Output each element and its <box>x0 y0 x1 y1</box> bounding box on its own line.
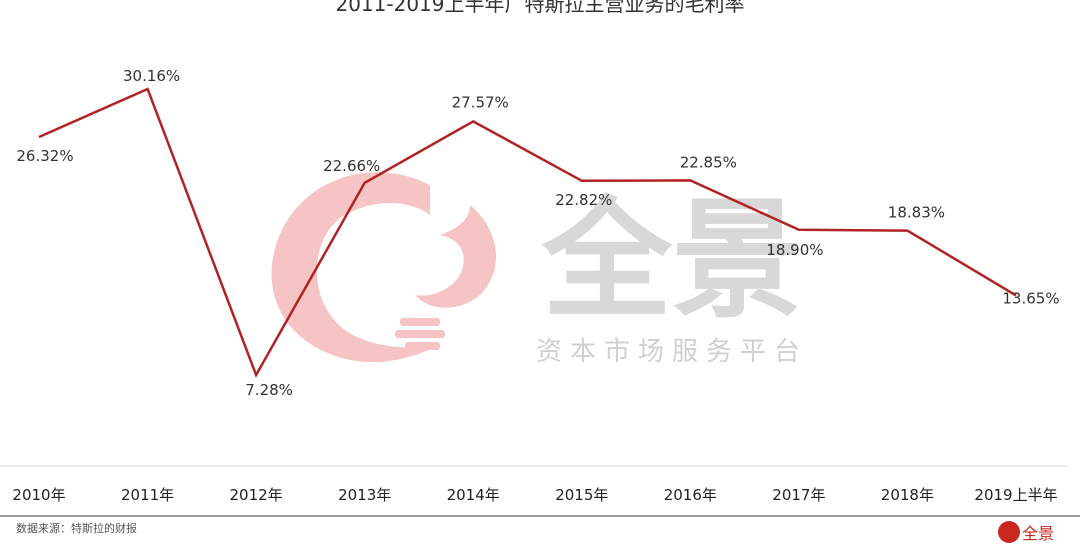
corner-logo-icon <box>998 521 1020 543</box>
x-tick-layer: 2010年 2011年 2012年 2013年 2014年 2015年 2016年 2017年… <box>12 486 1057 504</box>
data-label-2: 7.28% <box>245 381 293 399</box>
data-label-8: 18.83% <box>888 204 945 222</box>
data-label-5: 22.82% <box>555 191 612 209</box>
x-tick-label-5: 2015年 <box>555 486 608 504</box>
data-label-7: 18.90% <box>766 241 823 259</box>
series-line <box>38 87 1017 378</box>
data-label-3: 22.66% <box>323 157 380 175</box>
chart-title: 2011-2019上半年广特斯拉主营业务的毛利率 <box>335 0 745 16</box>
corner-logo: 全景 <box>998 520 1054 544</box>
watermark-swirl-logo <box>271 172 497 363</box>
chart-svg: 全景 资本市场服务平台 26.32% 30.16% 7.28% 22.66% 27.57… <box>0 67 1080 517</box>
data-label-4: 27.57% <box>452 93 509 111</box>
data-label-9: 13.65% <box>1002 289 1059 307</box>
data-label-0: 26.32% <box>16 147 73 165</box>
x-tick-label-0: 2010年 <box>12 486 65 504</box>
x-tick-label-1: 2011年 <box>121 486 174 504</box>
x-tick-label-3: 2013年 <box>338 486 391 504</box>
series-line-layer <box>38 87 1017 378</box>
x-tick-label-9: 2019上半年 <box>974 486 1057 504</box>
watermark-brand: 全景 <box>541 184 802 336</box>
data-label-6: 22.85% <box>680 153 737 171</box>
x-tick-label-7: 2017年 <box>772 486 825 504</box>
x-tick-label-4: 2014年 <box>447 486 500 504</box>
data-label-layer: 26.32% 30.16% 7.28% 22.66% 27.57% 22.82% 22.85… <box>16 67 1059 399</box>
data-label-1: 30.16% <box>123 67 180 85</box>
x-tick-label-8: 2018年 <box>881 486 934 504</box>
corner-logo-text: 全景 <box>1022 524 1055 543</box>
x-tick-label-6: 2016年 <box>664 486 717 504</box>
x-tick-label-2: 2012年 <box>230 486 283 504</box>
watermark-tagline: 资本市场服务平台 <box>536 337 808 367</box>
data-source-note: 数据来源：特斯拉的财报 <box>16 522 137 535</box>
watermark: 全景 资本市场服务平台 <box>271 172 808 367</box>
